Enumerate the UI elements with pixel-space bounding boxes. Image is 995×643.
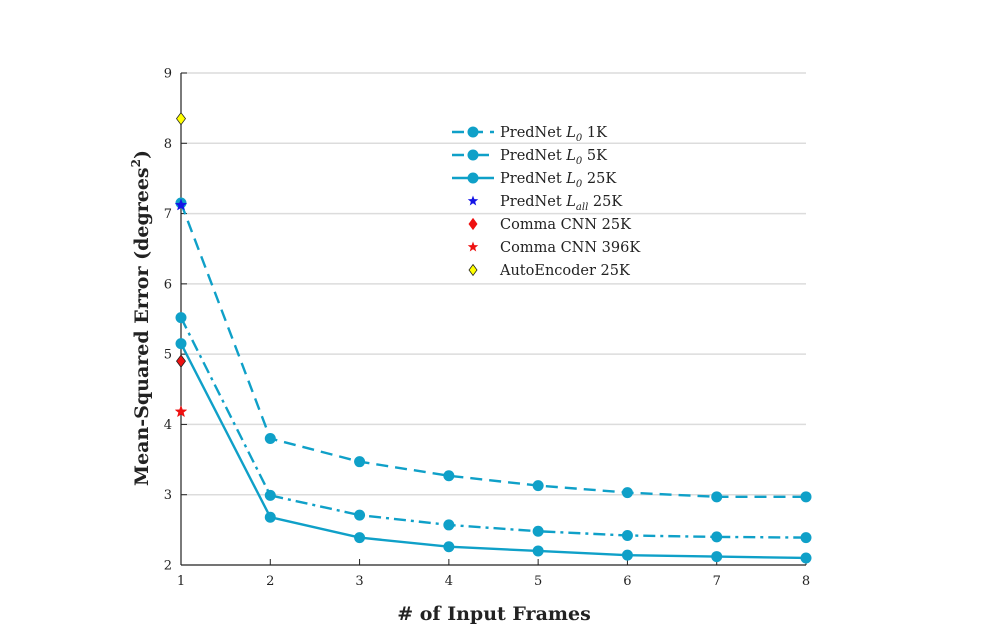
y-axis-title: Mean-Squared Error (degrees2)	[129, 150, 153, 486]
legend-label: PredNet L0 1K	[500, 125, 608, 144]
legend-label: AutoEncoder 25K	[499, 263, 631, 279]
legend-star-marker	[467, 241, 479, 252]
legend-entry-4: Comma CNN 25K	[468, 217, 632, 233]
legend-label: Comma CNN 25K	[500, 217, 632, 233]
y-tick-label-9: 9	[164, 67, 172, 82]
legend-label: Comma CNN 396K	[500, 240, 641, 256]
legend-label: PredNet L0 25K	[500, 171, 617, 190]
series-line-5k	[179, 317, 807, 539]
point-25k-x8	[800, 552, 812, 564]
legend-entry-6: AutoEncoder 25K	[468, 263, 631, 279]
legend-marker	[467, 126, 479, 138]
point-comma-cnn-25k	[176, 354, 186, 368]
series-5k	[175, 312, 812, 544]
y-axis-title-main: Mean-Squared Error (degrees	[131, 167, 153, 486]
point-5k-x6	[621, 529, 633, 541]
legend-entry-5: Comma CNN 396K	[467, 240, 641, 256]
point-1k-x2	[264, 432, 276, 444]
point-25k-x6	[621, 549, 633, 561]
point-5k-x3	[354, 509, 366, 521]
point-5k-x1	[175, 312, 187, 324]
y-tick-label-5: 5	[164, 348, 172, 363]
point-5k-x8	[800, 532, 812, 544]
point-25k-x3	[354, 532, 366, 544]
legend-entry-0: PredNet L0 1K	[452, 125, 608, 144]
point-25k-x5	[532, 545, 544, 557]
x-tick-label-7: 7	[713, 574, 721, 589]
point-5k-x2	[264, 489, 276, 501]
point-25k-x4	[443, 541, 455, 553]
legend-entry-2: PredNet L0 25K	[452, 171, 617, 190]
single-points	[174, 112, 188, 418]
y-axis-title-close: )	[131, 150, 153, 159]
point-25k-x7	[711, 551, 723, 563]
point-comma-cnn-396k	[174, 405, 188, 418]
point-1k-x7	[711, 491, 723, 503]
series-line-25k	[179, 343, 807, 560]
legend-diamond-marker	[468, 263, 478, 277]
series-25k	[175, 338, 812, 564]
point-5k-x7	[711, 531, 723, 543]
point-prednet-lall	[174, 198, 188, 211]
y-tick-label-8: 8	[164, 137, 172, 152]
y-axis-title-superscript: 2	[129, 159, 143, 167]
point-1k-x6	[621, 487, 633, 499]
x-tick-label-3: 3	[355, 574, 363, 589]
y-tick-label-4: 4	[164, 418, 172, 433]
point-autoencoder-25k	[176, 112, 186, 126]
gridlines	[181, 72, 806, 496]
series-line-1k	[179, 202, 806, 499]
legend-label: PredNet L0 5K	[500, 148, 608, 167]
y-tick-label-7: 7	[164, 207, 172, 222]
point-1k-x8	[800, 491, 812, 503]
x-tick-label-1: 1	[177, 574, 185, 589]
point-1k-x3	[354, 456, 366, 468]
x-tick-label-6: 6	[623, 574, 631, 589]
legend-diamond-marker	[468, 217, 478, 231]
legend-entry-3: PredNet Lall 25K	[467, 194, 623, 213]
x-tick-label-5: 5	[534, 574, 542, 589]
y-tick-label-6: 6	[164, 277, 172, 292]
legend: PredNet L0 1K PredNet L0 5K PredNet L0 25K…	[452, 125, 641, 279]
y-tick-label-3: 3	[164, 488, 172, 503]
point-1k-x5	[532, 480, 544, 492]
point-1k-x4	[443, 470, 455, 482]
x-tick-label-4: 4	[445, 574, 453, 589]
x-tick-label-2: 2	[266, 574, 274, 589]
x-axis-title: # of Input Frames	[397, 603, 591, 625]
point-25k-x1	[175, 338, 187, 350]
legend-star-marker	[467, 195, 479, 206]
series-lines	[175, 197, 812, 564]
y-tick-label-2: 2	[164, 559, 172, 574]
x-tick-label-8: 8	[802, 574, 810, 589]
point-25k-x2	[264, 511, 276, 523]
legend-marker	[467, 172, 479, 184]
series-1k	[175, 197, 812, 503]
legend-marker	[467, 149, 479, 161]
point-5k-x4	[443, 519, 455, 531]
point-5k-x5	[532, 525, 544, 537]
legend-entry-1: PredNet L0 5K	[452, 148, 608, 167]
legend-label: PredNet Lall 25K	[500, 194, 623, 213]
